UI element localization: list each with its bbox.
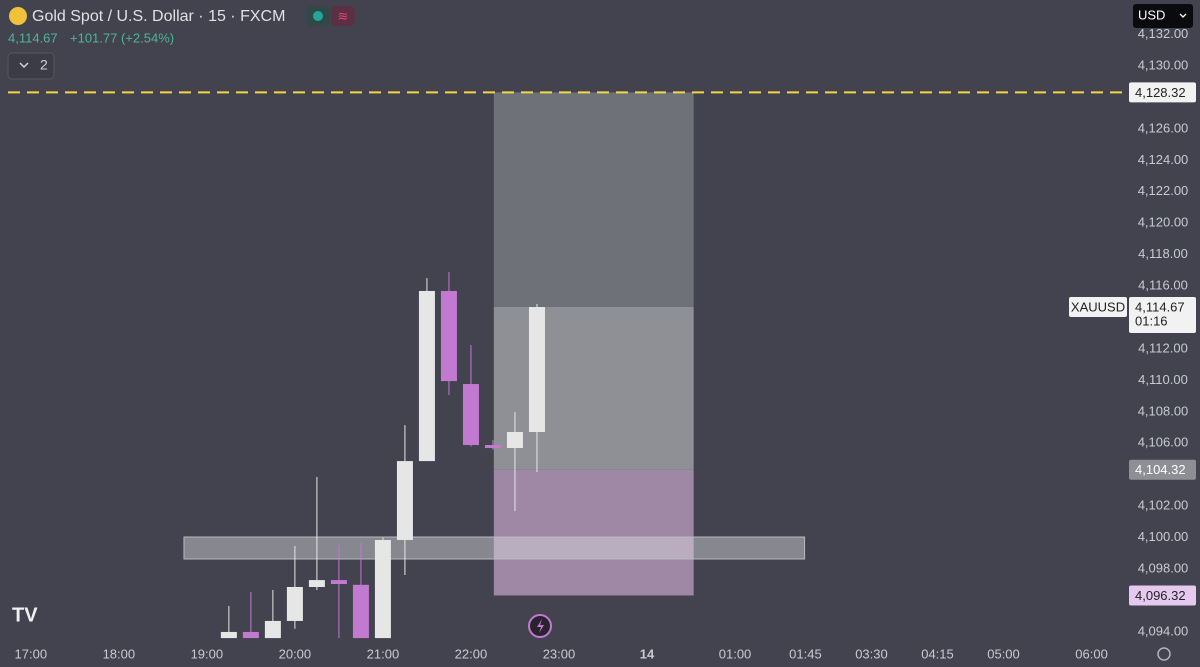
candle-body [330, 580, 347, 585]
candle-body [264, 620, 281, 639]
candle-body [440, 290, 457, 382]
symbol-box [1069, 297, 1127, 318]
flash-icon [537, 619, 544, 633]
y-tick-label: 4,130.00 [1138, 57, 1189, 72]
x-tick-label: 04:15 [921, 646, 954, 661]
candle-body [418, 290, 435, 462]
y-tick-label: 4,118.00 [1138, 246, 1188, 261]
profit-area [493, 307, 694, 470]
symbol-logo [9, 7, 27, 25]
currency-label: USD [1138, 7, 1165, 22]
countdown: 01:16 [1135, 313, 1168, 328]
settings-button[interactable] [1157, 647, 1171, 661]
stop-area [493, 469, 694, 596]
indicator-count: 2 [40, 57, 48, 73]
candle-body [484, 445, 501, 449]
x-tick-label: 01:45 [789, 646, 822, 661]
alert-price-tag-box [1129, 82, 1196, 103]
brand-logo: TV [12, 604, 38, 626]
x-tick-label: 17:00 [15, 646, 48, 661]
y-tick-label: 4,126.00 [1138, 120, 1189, 135]
candle-body [352, 584, 369, 639]
candle-body [528, 307, 545, 432]
indicator-toggle[interactable] [7, 52, 55, 80]
symbol-tag: XAUUSD [1071, 299, 1125, 314]
status-icon: ≋ [338, 8, 349, 23]
x-tick-label: 18:00 [103, 646, 136, 661]
stop-price-tag: 4,096.32 [1135, 588, 1186, 603]
y-tick-label: 4,094.00 [1138, 623, 1189, 638]
x-tick-label: 05:00 [987, 646, 1020, 661]
candle-body [242, 631, 259, 639]
x-tick-label: 21:00 [367, 646, 400, 661]
entry-price-tag: 4,104.32 [1135, 462, 1186, 477]
y-tick-label: 4,116.00 [1138, 278, 1188, 293]
zone [183, 536, 806, 560]
candle-body [374, 539, 391, 639]
chevron-icon [19, 62, 29, 69]
price-change: +101.77 (+2.54%) [70, 30, 174, 45]
chevron-icon [1179, 13, 1187, 18]
status-badge[interactable] [331, 6, 355, 26]
x-tick-label: 03:30 [855, 646, 888, 661]
chart-title: Gold Spot / U.S. Dollar · 15 · FXCM [32, 8, 285, 25]
y-tick-label: 4,108.00 [1138, 403, 1189, 418]
y-tick-label: 4,122.00 [1138, 183, 1189, 198]
last-price-box [1129, 297, 1196, 334]
currency-select[interactable] [1133, 4, 1193, 28]
y-tick-label: 4,106.00 [1138, 435, 1189, 450]
candle-body [308, 580, 325, 587]
candle-body [286, 586, 303, 621]
x-tick-label: 23:00 [543, 646, 576, 661]
candle-body [506, 431, 523, 449]
stop-price-tag-box [1129, 585, 1196, 606]
y-tick-label: 4,098.00 [1138, 561, 1189, 576]
target-area [493, 92, 694, 308]
y-tick-label: 4,100.00 [1138, 529, 1189, 544]
x-tick-label: 06:00 [1075, 646, 1108, 661]
candle-body [462, 384, 479, 446]
x-tick-label: 22:00 [455, 646, 488, 661]
y-tick-label: 4,112.00 [1138, 340, 1188, 355]
plot-area [8, 91, 1125, 639]
x-tick-label: 20:00 [279, 646, 312, 661]
y-tick-label: 4,102.00 [1138, 498, 1189, 513]
candle-body [220, 631, 237, 639]
x-tick-label: 14 [640, 646, 655, 661]
x-tick-label: 19:00 [191, 646, 224, 661]
candle-body [396, 461, 413, 540]
last-price-tag: 4,114.67 [1135, 299, 1185, 314]
y-tick-label: 4,124.00 [1138, 152, 1189, 167]
x-tick-label: 01:00 [719, 646, 752, 661]
y-tick-label: 4,110.00 [1138, 372, 1188, 387]
status-dot [313, 11, 323, 21]
entry-price-tag-box [1129, 459, 1196, 480]
last-price: 4,114.67 [8, 30, 58, 45]
y-tick-label: 4,132.00 [1138, 26, 1189, 41]
alert-price-tag: 4,128.32 [1135, 85, 1186, 100]
y-tick-label: 4,120.00 [1138, 215, 1189, 230]
